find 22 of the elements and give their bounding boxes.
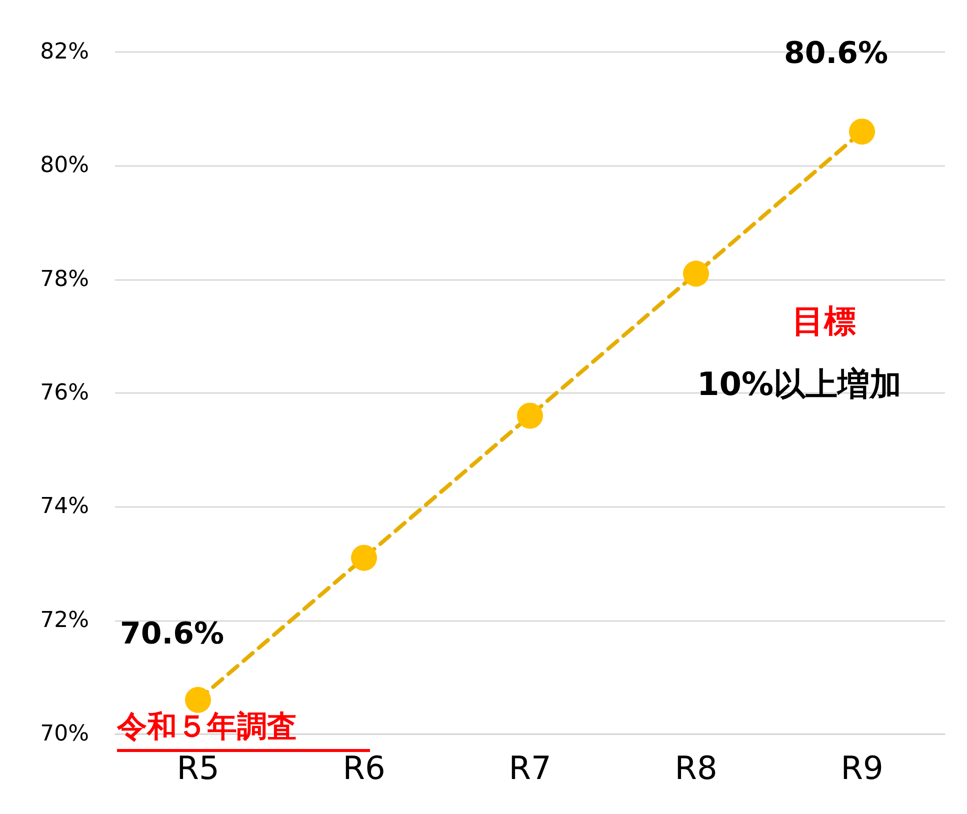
annotation: 10%以上増加 [697,365,902,403]
y-tick-label: 78% [40,266,89,292]
x-tick-label: R6 [342,749,386,787]
x-tick-label: R9 [840,749,884,787]
y-tick-label: 70% [40,722,89,746]
point [517,402,543,429]
y-tick-label: 74% [40,494,89,520]
annotation: 目標 [792,302,856,340]
point [185,686,211,713]
data-label: 80.6% [784,36,888,72]
point [683,260,709,287]
y-tick-label: 80% [40,153,89,178]
annotation: 令和５年調査 [116,710,297,744]
x-tick-label: R8 [674,749,718,787]
x-tick-label: R5 [176,749,220,787]
data-label: 70.6% [120,616,224,652]
y-tick-label: 72% [40,608,89,633]
y-tick-label: 76% [40,380,89,406]
y-tick-label: 82% [40,40,89,64]
point [351,544,377,571]
x-tick-label: R7 [508,749,552,787]
point [849,118,875,145]
